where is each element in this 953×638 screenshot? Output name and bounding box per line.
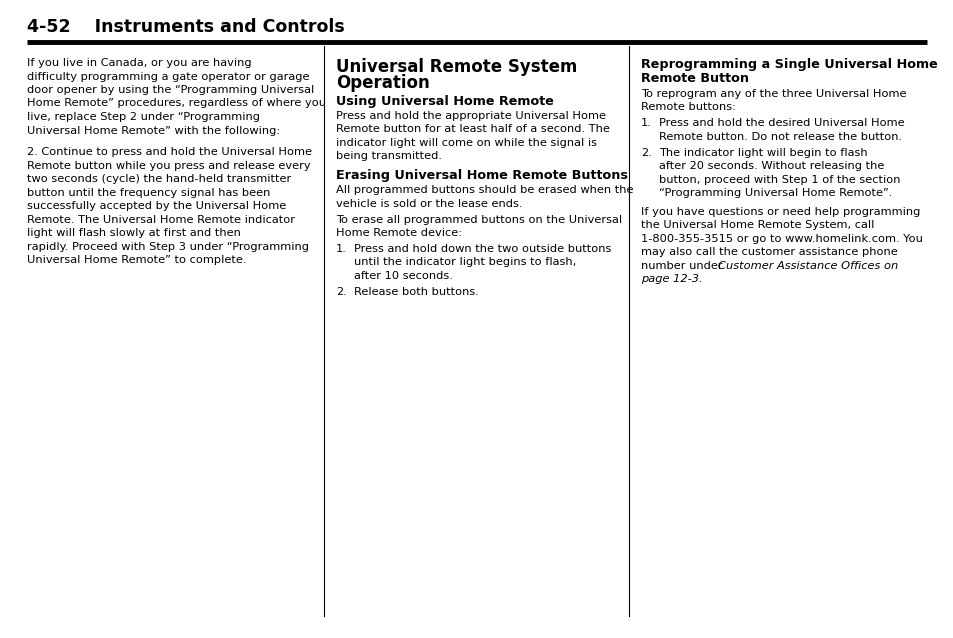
Text: 2. Continue to press and hold the Universal Home: 2. Continue to press and hold the Univer… [27, 147, 312, 158]
Text: Reprogramming a Single Universal Home: Reprogramming a Single Universal Home [640, 58, 937, 71]
Text: Customer Assistance Offices on: Customer Assistance Offices on [718, 260, 898, 271]
Text: Universal Home Remote” with the following:: Universal Home Remote” with the followin… [27, 126, 279, 135]
Text: Erasing Universal Home Remote Buttons: Erasing Universal Home Remote Buttons [335, 170, 627, 182]
Text: Universal Home Remote” to complete.: Universal Home Remote” to complete. [27, 255, 246, 265]
Text: “Programming Universal Home Remote”.: “Programming Universal Home Remote”. [659, 188, 891, 198]
Text: Home Remote” procedures, regardless of where you: Home Remote” procedures, regardless of w… [27, 98, 325, 108]
Text: Home Remote device:: Home Remote device: [335, 228, 461, 238]
Text: vehicle is sold or the lease ends.: vehicle is sold or the lease ends. [335, 198, 521, 209]
Text: number under: number under [640, 260, 725, 271]
Text: If you have questions or need help programming: If you have questions or need help progr… [640, 207, 920, 216]
Text: light will flash slowly at first and then: light will flash slowly at first and the… [27, 228, 240, 239]
Text: 4-52    Instruments and Controls: 4-52 Instruments and Controls [27, 18, 344, 36]
Text: Press and hold the appropriate Universal Home: Press and hold the appropriate Universal… [335, 110, 605, 121]
Text: 1-800-355-3515 or go to www.homelink.com. You: 1-800-355-3515 or go to www.homelink.com… [640, 234, 922, 244]
Text: 2.: 2. [335, 287, 346, 297]
Text: until the indicator light begins to flash,: until the indicator light begins to flas… [354, 258, 576, 267]
Text: Using Universal Home Remote: Using Universal Home Remote [335, 95, 553, 108]
Text: To erase all programmed buttons on the Universal: To erase all programmed buttons on the U… [335, 214, 621, 225]
Text: 1.: 1. [640, 119, 651, 128]
Text: two seconds (cycle) the hand-held transmitter: two seconds (cycle) the hand-held transm… [27, 174, 291, 184]
Text: 2.: 2. [640, 148, 651, 158]
Text: may also call the customer assistance phone: may also call the customer assistance ph… [640, 247, 897, 257]
Text: live, replace Step 2 under “Programming: live, replace Step 2 under “Programming [27, 112, 259, 122]
Text: Press and hold the desired Universal Home: Press and hold the desired Universal Hom… [659, 119, 903, 128]
Text: being transmitted.: being transmitted. [335, 151, 441, 161]
Text: difficulty programming a gate operator or garage: difficulty programming a gate operator o… [27, 71, 309, 82]
Text: Remote button. Do not release the button.: Remote button. Do not release the button… [659, 132, 902, 142]
Text: If you live in Canada, or you are having: If you live in Canada, or you are having [27, 58, 251, 68]
Text: button until the frequency signal has been: button until the frequency signal has be… [27, 188, 270, 198]
Text: To reprogram any of the three Universal Home: To reprogram any of the three Universal … [640, 89, 905, 99]
Text: 1.: 1. [335, 244, 346, 254]
Text: the Universal Home Remote System, call: the Universal Home Remote System, call [640, 220, 874, 230]
Text: Remote button while you press and release every: Remote button while you press and releas… [27, 161, 310, 171]
Text: Remote button for at least half of a second. The: Remote button for at least half of a sec… [335, 124, 609, 134]
Text: successfully accepted by the Universal Home: successfully accepted by the Universal H… [27, 202, 286, 211]
Text: Universal Remote System: Universal Remote System [335, 58, 577, 76]
Text: after 20 seconds. Without releasing the: after 20 seconds. Without releasing the [659, 161, 883, 171]
Text: Remote Button: Remote Button [640, 72, 748, 85]
Text: Operation: Operation [335, 74, 429, 92]
Text: Remote. The Universal Home Remote indicator: Remote. The Universal Home Remote indica… [27, 215, 294, 225]
Text: Release both buttons.: Release both buttons. [354, 287, 478, 297]
Text: Remote buttons:: Remote buttons: [640, 103, 736, 112]
Text: The indicator light will begin to flash: The indicator light will begin to flash [659, 148, 867, 158]
Text: button, proceed with Step 1 of the section: button, proceed with Step 1 of the secti… [659, 175, 900, 185]
Text: rapidly. Proceed with Step 3 under “Programming: rapidly. Proceed with Step 3 under “Prog… [27, 242, 309, 252]
Text: page 12-3.: page 12-3. [640, 274, 702, 284]
Text: Press and hold down the two outside buttons: Press and hold down the two outside butt… [354, 244, 611, 254]
Text: after 10 seconds.: after 10 seconds. [354, 271, 453, 281]
Text: door opener by using the “Programming Universal: door opener by using the “Programming Un… [27, 85, 314, 95]
Text: All programmed buttons should be erased when the: All programmed buttons should be erased … [335, 185, 633, 195]
Text: indicator light will come on while the signal is: indicator light will come on while the s… [335, 138, 597, 147]
